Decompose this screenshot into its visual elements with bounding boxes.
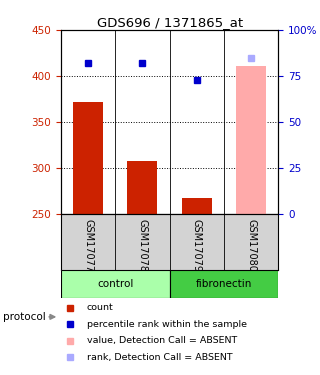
Bar: [73, 102, 103, 214]
Text: fibronectin: fibronectin: [196, 279, 252, 289]
Text: value, Detection Call = ABSENT: value, Detection Call = ABSENT: [87, 336, 237, 345]
Bar: [61, 270, 170, 298]
Text: percentile rank within the sample: percentile rank within the sample: [87, 320, 247, 329]
Bar: [170, 270, 278, 298]
Text: count: count: [87, 303, 114, 312]
Text: protocol: protocol: [3, 312, 46, 322]
Text: control: control: [97, 279, 133, 289]
Text: GSM17080: GSM17080: [246, 219, 256, 272]
Bar: [127, 161, 157, 214]
Text: rank, Detection Call = ABSENT: rank, Detection Call = ABSENT: [87, 352, 233, 362]
Text: GSM17078: GSM17078: [137, 219, 148, 272]
Bar: [182, 198, 212, 214]
Text: GSM17079: GSM17079: [192, 219, 202, 272]
Bar: [236, 66, 266, 214]
Title: GDS696 / 1371865_at: GDS696 / 1371865_at: [97, 16, 243, 29]
Text: GSM17077: GSM17077: [83, 219, 93, 272]
